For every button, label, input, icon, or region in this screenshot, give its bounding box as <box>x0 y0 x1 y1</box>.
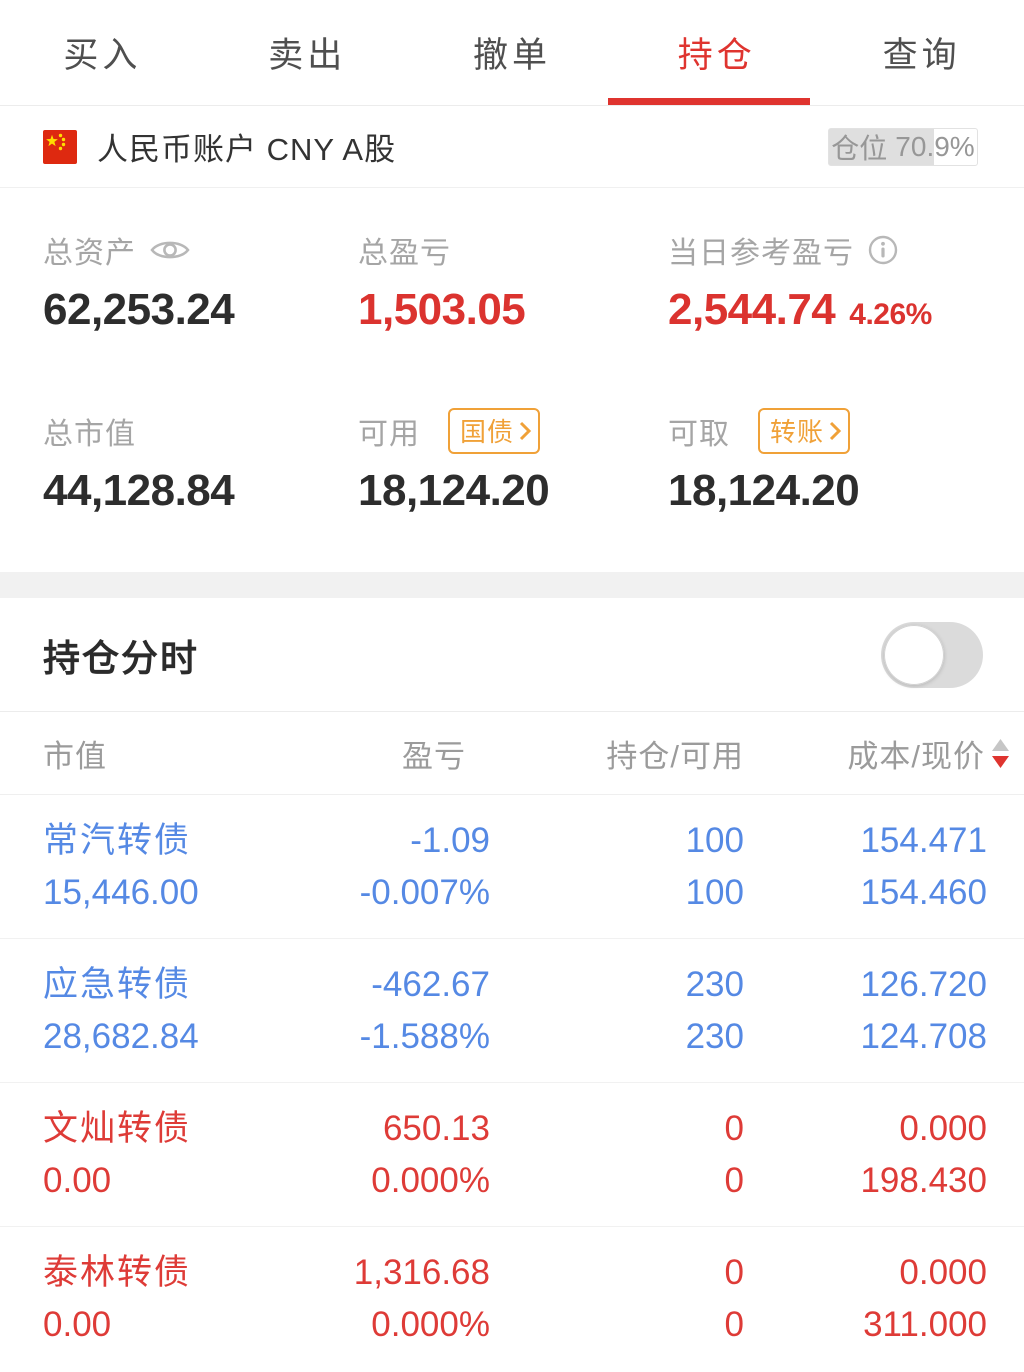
available-value: 18,124.20 <box>358 466 550 515</box>
holding-cost: 0.000 <box>899 1253 987 1292</box>
holding-pl: -1.09 <box>410 821 490 860</box>
holding-position: 0 <box>724 1109 744 1148</box>
header-position-available: 持仓/可用 <box>606 738 744 774</box>
total-pl-label: 总盈亏 <box>358 231 668 270</box>
holding-pl-pct: -1.588% <box>359 1017 490 1056</box>
holding-price: 311.000 <box>863 1305 987 1344</box>
holding-name: 文灿转债 <box>43 1109 192 1148</box>
position-badge-value: 70.9% <box>895 130 975 162</box>
holding-pl-pct: 0.000% <box>371 1305 490 1344</box>
holding-row[interactable]: 应急转债 28,682.84 -462.67 -1.588% 230 230 126.… <box>0 939 1024 1083</box>
eye-icon[interactable] <box>150 236 190 264</box>
holding-cost: 126.720 <box>860 965 987 1004</box>
account-title: 人民币账户 CNY A股 <box>97 132 397 167</box>
chevron-right-icon <box>518 420 532 442</box>
available-label-row: 可用 国债 <box>358 408 668 454</box>
holding-position: 230 <box>685 965 744 1004</box>
tab-sell[interactable]: 卖出 <box>268 36 347 75</box>
today-pl-percent: 4.26% <box>849 298 932 331</box>
holding-available: 100 <box>685 873 744 912</box>
total-market-value-label-text: 总市值 <box>43 418 136 451</box>
withdrawable-value: 18,124.20 <box>668 466 860 515</box>
header-pl: 盈亏 <box>402 738 466 774</box>
holding-row[interactable]: 泰林转债 0.00 1,316.68 0.000% 0 0 0.000 311.000 <box>0 1227 1024 1371</box>
holding-market-value: 0.00 <box>43 1161 112 1200</box>
position-chart-row: 持仓分时 <box>0 598 1024 712</box>
toggle-knob <box>884 624 944 685</box>
cn-flag-icon <box>43 129 77 164</box>
holding-cost: 0.000 <box>899 1109 987 1148</box>
withdrawable-label: 可取 <box>668 418 730 451</box>
holding-pl: 650.13 <box>382 1109 490 1148</box>
total-market-value: 44,128.84 <box>43 466 235 515</box>
holding-price: 124.708 <box>860 1017 987 1056</box>
holding-pl-pct: -0.007% <box>359 873 490 912</box>
holding-pl: 1,316.68 <box>353 1253 490 1292</box>
chart-toggle[interactable] <box>881 621 983 688</box>
today-pl-label-row: 当日参考盈亏 <box>668 231 1024 270</box>
header-market-value: 市值 <box>43 738 107 774</box>
chevron-right-icon <box>828 420 842 442</box>
holding-price: 198.430 <box>860 1161 987 1200</box>
account-header: 人民币账户 CNY A股 仓位 70.9% <box>0 106 1024 188</box>
holding-cost: 154.471 <box>860 821 987 860</box>
holding-available: 230 <box>685 1017 744 1056</box>
total-assets-label: 总资产 <box>43 237 136 270</box>
holding-name: 泰林转债 <box>43 1253 192 1292</box>
tab-query[interactable]: 查询 <box>882 36 961 75</box>
treasury-bond-button-label: 国债 <box>460 417 515 447</box>
tab-buy[interactable]: 买入 <box>63 36 142 75</box>
holding-price: 154.460 <box>860 873 987 912</box>
holding-pl: -462.67 <box>371 965 490 1004</box>
withdrawable-label-row: 可取 转账 <box>668 408 1024 454</box>
header-cost-price-label: 成本/现价 <box>847 738 985 774</box>
holding-market-value: 28,682.84 <box>43 1017 199 1056</box>
treasury-bond-button[interactable]: 国债 <box>448 408 541 454</box>
transfer-button-label: 转账 <box>770 417 825 447</box>
top-tab-bar: 买入 卖出 撤单 持仓 查询 <box>0 0 1024 106</box>
position-badge: 仓位 70.9% <box>828 127 978 166</box>
holdings-table-header: 市值 盈亏 持仓/可用 成本/现价 <box>0 712 1024 795</box>
today-pl-value: 2,544.74 <box>668 285 836 334</box>
position-chart-title: 持仓分时 <box>43 637 199 679</box>
tab-positions[interactable]: 持仓 <box>677 36 756 75</box>
holding-position: 0 <box>724 1253 744 1292</box>
sort-arrows-icon[interactable] <box>991 738 1010 769</box>
info-icon[interactable] <box>868 235 898 265</box>
holding-market-value: 0.00 <box>43 1305 112 1344</box>
account-summary: 总资产 总盈亏 当日参考盈亏 <box>0 188 1024 572</box>
total-assets-value: 62,253.24 <box>43 285 235 334</box>
total-pl-label-text: 总盈亏 <box>358 237 451 270</box>
holding-pl-pct: 0.000% <box>371 1161 490 1200</box>
holding-name: 常汽转债 <box>43 821 192 860</box>
holding-row[interactable]: 文灿转债 0.00 650.13 0.000% 0 0 0.000 198.430 <box>0 1083 1024 1227</box>
tab-cancel-order[interactable]: 撤单 <box>472 36 551 75</box>
today-pl-value-row: 2,544.74 4.26% <box>668 285 1024 335</box>
total-market-value-label: 总市值 <box>43 412 358 451</box>
holding-position: 100 <box>685 821 744 860</box>
available-label: 可用 <box>358 418 420 451</box>
holding-available: 0 <box>724 1305 744 1344</box>
today-pl-label: 当日参考盈亏 <box>668 237 854 270</box>
total-assets-label-row: 总资产 <box>43 231 358 270</box>
total-pl-value: 1,503.05 <box>358 285 526 334</box>
section-divider <box>0 572 1024 598</box>
position-badge-label: 仓位 <box>831 132 888 164</box>
holding-row[interactable]: 常汽转债 15,446.00 -1.09 -0.007% 100 100 154.47… <box>0 795 1024 939</box>
active-tab-underline <box>608 98 810 105</box>
transfer-button[interactable]: 转账 <box>758 408 851 454</box>
holding-market-value: 15,446.00 <box>43 873 199 912</box>
holding-available: 0 <box>724 1161 744 1200</box>
holding-name: 应急转债 <box>43 965 192 1004</box>
header-cost-price[interactable]: 成本/现价 <box>744 731 1010 776</box>
